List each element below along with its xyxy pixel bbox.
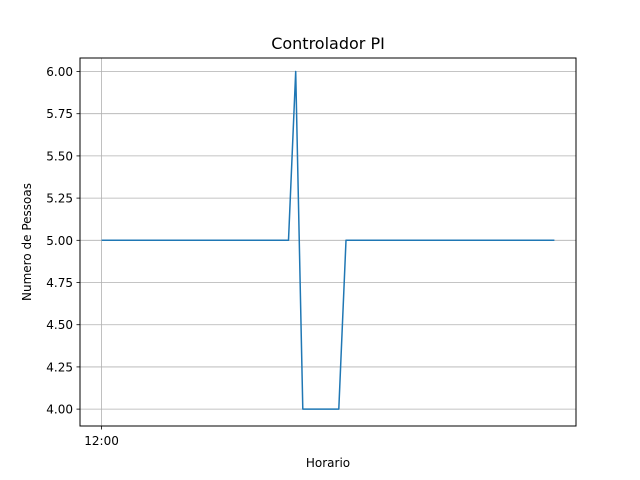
y-tick-label-0: 4.00 (46, 403, 73, 417)
y-tick-label-4: 5.00 (46, 234, 73, 248)
x-axis-label: Horario (306, 456, 350, 470)
y-tick-label-7: 5.75 (46, 107, 73, 121)
y-tick-label-3: 4.75 (46, 276, 73, 290)
y-axis-ticks: 4.00 4.25 4.50 4.75 5.00 5.25 5.50 5.75 6.00 (46, 65, 80, 417)
y-tick-label-1: 4.25 (46, 360, 73, 374)
y-tick-label-8: 6.00 (46, 65, 73, 79)
y-tick-label-6: 5.50 (46, 149, 73, 163)
series-line-0 (101, 70, 555, 410)
y-tick-label-2: 4.50 (46, 318, 73, 332)
x-axis-ticks: 12:00 (84, 426, 119, 448)
plot-frame (79, 57, 577, 427)
grid-lines (80, 58, 576, 426)
series-layer (101, 70, 555, 410)
y-tick-label-5: 5.25 (46, 192, 73, 206)
x-tick-label-0: 12:00 (84, 434, 119, 448)
chart-title: Controlador PI (271, 34, 385, 53)
y-axis-label: Numero de Pessoas (20, 183, 34, 301)
